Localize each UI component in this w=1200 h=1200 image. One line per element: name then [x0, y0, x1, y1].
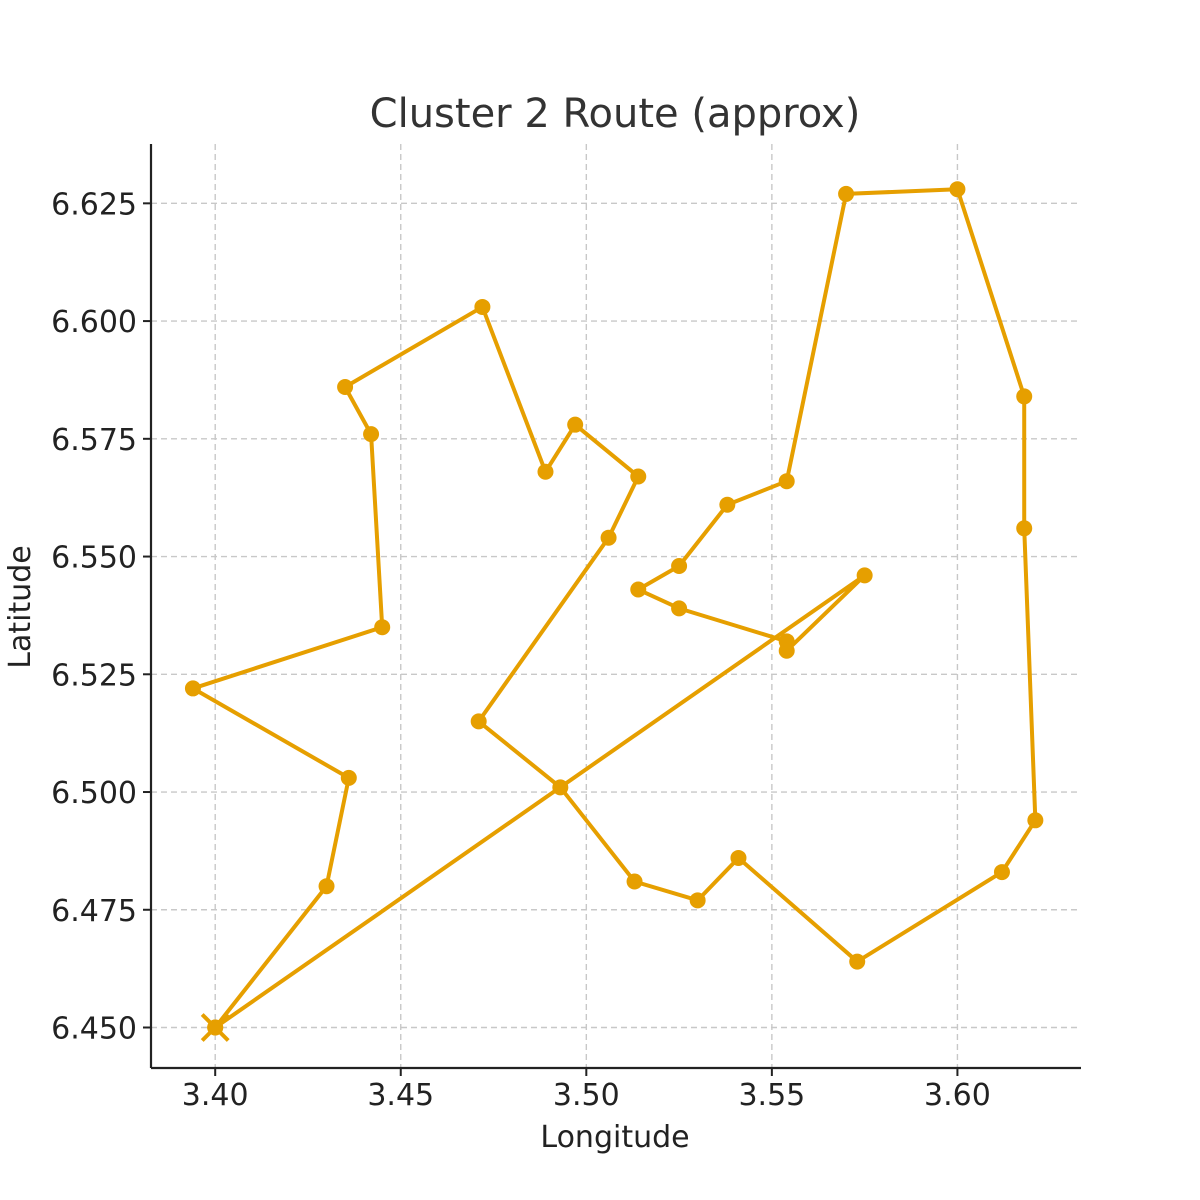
route-point — [630, 468, 647, 485]
start-x-stroke — [200, 1013, 230, 1042]
start-marker — [200, 1013, 230, 1042]
route-point — [778, 473, 795, 490]
route-point — [340, 769, 357, 786]
route-point — [630, 581, 647, 598]
route-point — [567, 416, 584, 433]
route-point — [838, 185, 855, 202]
route-point — [318, 878, 335, 895]
y-tick-label: 6.550 — [51, 541, 137, 576]
route-point — [949, 181, 966, 198]
route-points — [184, 181, 1044, 1036]
y-tick-label: 6.600 — [51, 305, 137, 340]
y-tick-label: 6.475 — [51, 894, 137, 929]
route-path — [190, 187, 1038, 1030]
x-tick-label: 3.45 — [367, 1078, 434, 1113]
x-tick-label: 3.40 — [182, 1078, 249, 1113]
x-axis-ticks: 3.40 3.45 3.50 3.55 3.60 — [182, 1068, 991, 1113]
route-point — [184, 680, 201, 697]
route-point — [537, 463, 554, 480]
x-axis-label: Longitude — [540, 1120, 689, 1155]
route-point — [778, 642, 795, 659]
route-point — [337, 379, 354, 396]
route-line — [190, 187, 1038, 1030]
route-point — [671, 600, 688, 617]
x-tick-label: 3.50 — [553, 1078, 620, 1113]
route-point — [671, 557, 688, 574]
route-point — [1027, 812, 1044, 829]
route-point — [993, 864, 1010, 881]
route-point — [363, 426, 380, 443]
y-tick-label: 6.575 — [51, 423, 137, 458]
y-tick-label: 6.500 — [51, 776, 137, 811]
route-point — [600, 529, 617, 546]
route-point — [552, 779, 569, 796]
route-point — [470, 713, 487, 730]
x-tick-label: 3.55 — [738, 1078, 805, 1113]
route-point — [856, 567, 873, 584]
grid — [151, 144, 1081, 1068]
start-x-icon — [200, 1013, 230, 1042]
y-tick-label: 6.450 — [51, 1011, 137, 1046]
route-point — [1016, 520, 1033, 537]
route-point — [689, 892, 706, 909]
route-point — [719, 496, 736, 513]
chart-title: Cluster 2 Route (approx) — [370, 91, 861, 137]
route-point — [626, 873, 643, 890]
x-tick-label: 3.60 — [924, 1078, 991, 1113]
y-axis-label: Latitude — [3, 545, 38, 668]
y-tick-label: 6.525 — [51, 658, 137, 693]
route-point — [1016, 388, 1033, 405]
route-point — [474, 298, 491, 315]
route-point — [730, 849, 747, 866]
y-axis-ticks: 6.450 6.475 6.500 6.525 6.550 6.575 6.600 6.625 — [51, 187, 151, 1046]
route-point — [374, 619, 391, 636]
y-tick-label: 6.625 — [51, 187, 137, 222]
route-point — [849, 953, 866, 970]
